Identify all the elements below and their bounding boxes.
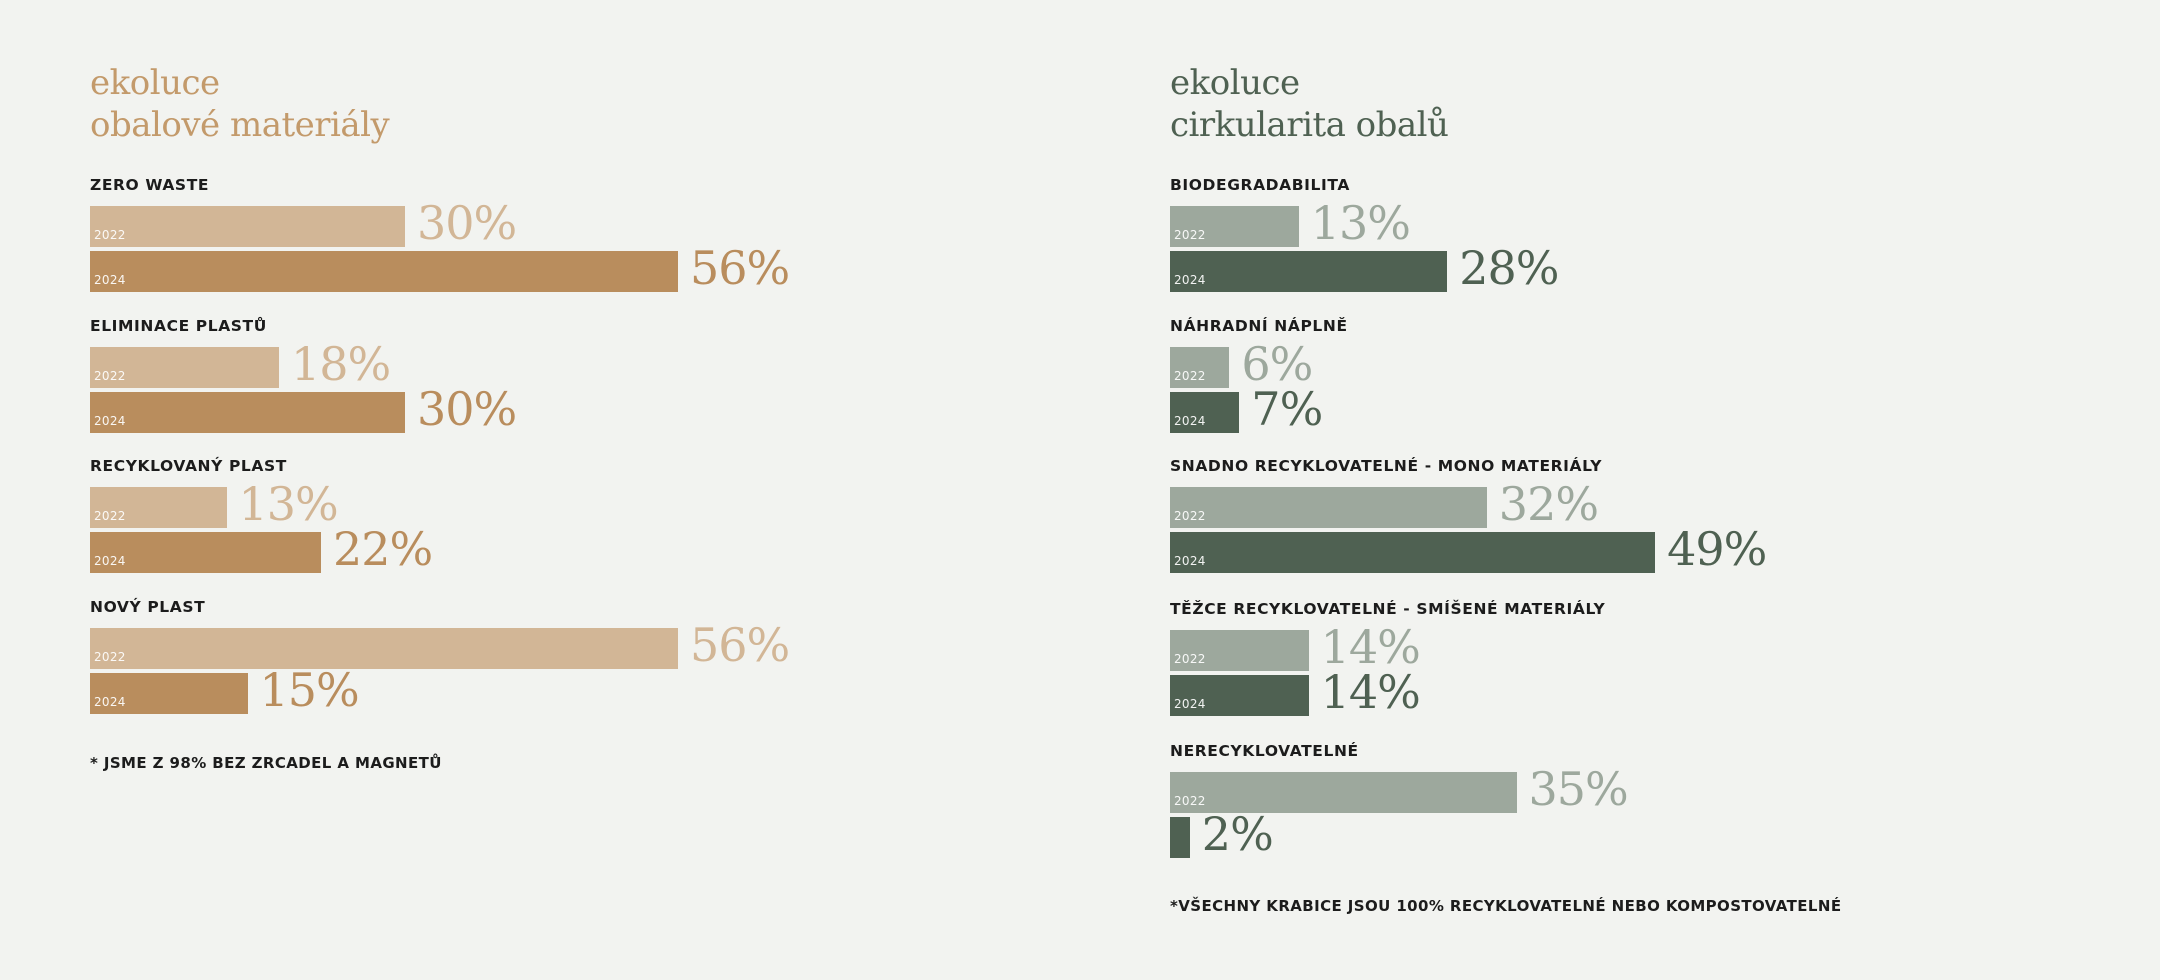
year-label: 2022 bbox=[94, 369, 126, 383]
bar-2024: 2024 bbox=[90, 673, 248, 714]
data-label-2024: 15% bbox=[259, 663, 360, 717]
year-label: 2022 bbox=[1174, 228, 1206, 242]
year-label: 2022 bbox=[1174, 794, 1206, 808]
bar-2024: 2024 bbox=[90, 251, 678, 292]
category-label: NOVÝ PLAST bbox=[90, 598, 206, 616]
chart-title-line: obalové materiály bbox=[90, 105, 390, 145]
data-label-2024: 22% bbox=[333, 522, 433, 576]
bar-2024: 2024 bbox=[90, 532, 321, 573]
year-label: 2024 bbox=[1174, 697, 1206, 711]
bar-2024: 2024 bbox=[1170, 675, 1309, 716]
bar-2022: 2022 bbox=[1170, 487, 1487, 528]
year-label: 2024 bbox=[1174, 273, 1206, 287]
bar-2022: 2022 bbox=[90, 628, 678, 669]
data-label-2024: 56% bbox=[690, 241, 790, 295]
chart-title: ekoluce obalové materiály bbox=[90, 62, 390, 146]
chart-title-line: ekoluce bbox=[1170, 63, 1300, 103]
category-label: ZERO WASTE bbox=[90, 176, 210, 194]
category-label: BIODEGRADABILITA bbox=[1170, 176, 1350, 194]
year-label: 2024 bbox=[94, 695, 126, 709]
data-label-2022: 6% bbox=[1241, 337, 1313, 391]
category-label: SNADNO RECYKLOVATELNÉ - MONO MATERIÁLY bbox=[1170, 457, 1603, 475]
year-label: 2022 bbox=[1174, 369, 1206, 383]
year-label: 2022 bbox=[1174, 652, 1206, 666]
data-label-2024: 2% bbox=[1201, 807, 1274, 861]
category-label: RECYKLOVANÝ PLAST bbox=[90, 457, 287, 475]
chart-title: ekoluce cirkularita obalů bbox=[1170, 62, 1449, 146]
year-label: 2024 bbox=[94, 554, 126, 568]
data-label-2024: 49% bbox=[1667, 522, 1767, 576]
chart-title-line: cirkularita obalů bbox=[1170, 105, 1449, 145]
bar-2024: 2024 bbox=[1170, 251, 1448, 292]
year-label: 2022 bbox=[94, 650, 126, 664]
year-label: 2024 bbox=[94, 273, 126, 287]
year-label: 2024 bbox=[1174, 414, 1206, 428]
bar-2022: 2022 bbox=[90, 347, 279, 388]
data-label-2022: 13% bbox=[1310, 196, 1411, 250]
year-label: 2022 bbox=[94, 228, 126, 242]
year-label: 2024 bbox=[94, 414, 126, 428]
data-label-2022: 18% bbox=[291, 337, 391, 391]
footnote: * JSME Z 98% BEZ ZRCADEL A MAGNETŮ bbox=[90, 754, 442, 772]
data-label-2022: 56% bbox=[690, 618, 790, 672]
chart-obalove-materialy: ekoluce obalové materiály ZERO WASTE 2022 30… bbox=[0, 0, 1000, 980]
data-label-2022: 13% bbox=[238, 477, 339, 531]
category-label: ELIMINACE PLASTŮ bbox=[90, 317, 267, 335]
bar-2022: 2022 bbox=[1170, 772, 1517, 813]
data-label-2022: 14% bbox=[1320, 620, 1421, 674]
bar-2024: 2024 bbox=[1170, 392, 1240, 433]
bar-2022: 2022 bbox=[1170, 630, 1309, 671]
bar-2024 bbox=[1170, 817, 1190, 858]
category-label: NÁHRADNÍ NÁPLNĚ bbox=[1170, 317, 1348, 335]
bar-2022: 2022 bbox=[90, 206, 405, 247]
bar-2022: 2022 bbox=[1170, 206, 1299, 247]
footnote: *VŠECHNY KRABICE JSOU 100% RECYKLOVATELN… bbox=[1170, 897, 1842, 915]
year-label: 2024 bbox=[1174, 554, 1206, 568]
bar-2022: 2022 bbox=[1170, 347, 1230, 388]
chart-cirkularita-obalu: ekoluce cirkularita obalů BIODEGRADABILITA… bbox=[1080, 0, 2080, 980]
chart-title-line: ekoluce bbox=[90, 63, 220, 103]
data-label-2024: 30% bbox=[417, 382, 517, 436]
data-label-2022: 32% bbox=[1498, 477, 1599, 531]
bar-2022: 2022 bbox=[90, 487, 227, 528]
data-label-2022: 35% bbox=[1528, 762, 1629, 816]
data-label-2024: 28% bbox=[1459, 241, 1559, 295]
year-label: 2022 bbox=[94, 509, 126, 523]
category-label: NERECYKLOVATELNÉ bbox=[1170, 742, 1359, 760]
bar-2024: 2024 bbox=[1170, 532, 1656, 573]
year-label: 2022 bbox=[1174, 509, 1206, 523]
data-label-2024: 7% bbox=[1251, 382, 1323, 436]
data-label-2024: 14% bbox=[1320, 665, 1421, 719]
data-label-2022: 30% bbox=[417, 196, 517, 250]
category-label: TĚŽCE RECYKLOVATELNÉ - SMÍŠENÉ MATERIÁLY bbox=[1170, 600, 1606, 618]
bar-2024: 2024 bbox=[90, 392, 405, 433]
